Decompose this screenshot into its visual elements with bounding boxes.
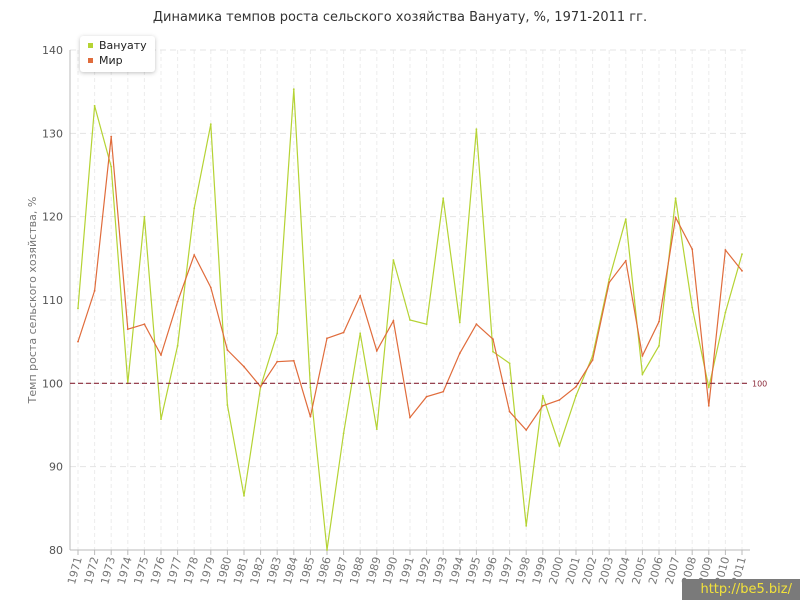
legend: Вануату Мир <box>80 36 155 72</box>
data-point <box>724 311 727 314</box>
data-point <box>475 323 478 326</box>
y-tick-label: 140 <box>42 44 63 57</box>
reference-line-label: 100 <box>752 379 767 388</box>
data-point <box>375 349 378 352</box>
data-point <box>77 307 79 310</box>
data-point <box>591 359 594 361</box>
data-point <box>691 248 694 251</box>
data-point <box>425 323 428 326</box>
data-point <box>375 428 378 431</box>
y-tick-label: 130 <box>42 127 63 140</box>
data-point <box>508 410 511 413</box>
legend-swatch-world <box>88 58 93 63</box>
data-point <box>608 278 611 281</box>
y-tick-label: 120 <box>42 211 63 224</box>
data-point <box>541 394 544 397</box>
data-point <box>492 338 494 341</box>
y-tick-label: 90 <box>49 461 63 474</box>
data-point <box>392 319 395 322</box>
data-point <box>525 524 528 527</box>
data-point <box>608 281 611 284</box>
data-point <box>409 319 411 321</box>
legend-label-world: Мир <box>99 54 123 67</box>
data-point <box>624 218 627 221</box>
data-point <box>176 344 179 347</box>
data-point <box>110 135 113 138</box>
data-point <box>492 350 494 353</box>
chart-title: Динамика темпов роста сельского хозяйств… <box>152 10 648 25</box>
data-point <box>110 165 113 168</box>
data-point <box>326 337 328 340</box>
data-point <box>442 197 445 200</box>
legend-item-world[interactable]: Мир <box>88 53 147 68</box>
data-point <box>193 207 196 210</box>
data-point <box>359 332 362 335</box>
data-point <box>442 390 445 393</box>
y-axis-title: Темп роста сельского хозяйства, % <box>26 197 39 405</box>
data-point <box>691 306 694 309</box>
data-point <box>541 404 544 407</box>
data-point <box>209 286 212 289</box>
data-point <box>193 254 196 256</box>
data-point <box>575 394 577 397</box>
data-point <box>176 300 179 303</box>
data-point <box>707 386 710 389</box>
data-point <box>292 359 295 362</box>
data-point <box>425 395 428 398</box>
y-tick-label: 110 <box>42 294 63 307</box>
legend-swatch-vanuatu <box>88 43 93 48</box>
data-point <box>259 385 262 388</box>
data-point <box>309 415 312 418</box>
data-point <box>143 215 146 218</box>
data-point <box>292 88 295 91</box>
data-point <box>558 399 561 401</box>
data-point <box>143 323 146 326</box>
data-point <box>77 340 79 343</box>
data-point <box>558 444 561 447</box>
data-point <box>276 332 279 335</box>
data-point <box>641 373 644 376</box>
data-point <box>309 386 312 389</box>
data-point <box>641 354 644 357</box>
data-point <box>409 416 411 419</box>
data-point <box>243 494 245 497</box>
data-point <box>209 123 212 126</box>
data-point <box>342 331 345 334</box>
data-point <box>674 197 677 200</box>
data-point <box>342 432 345 435</box>
data-point <box>160 354 162 356</box>
data-point <box>475 128 478 131</box>
data-point <box>458 352 461 355</box>
data-point <box>741 269 743 272</box>
data-point <box>624 259 627 262</box>
data-point <box>724 249 727 251</box>
data-point <box>359 294 362 297</box>
data-point <box>93 289 96 292</box>
data-point <box>326 549 328 551</box>
data-point <box>575 385 577 388</box>
data-point <box>658 344 660 347</box>
data-point <box>126 328 129 331</box>
data-point <box>458 321 461 324</box>
data-point <box>508 362 511 365</box>
data-point <box>226 404 229 406</box>
y-tick-label: 80 <box>49 544 63 557</box>
data-point <box>392 259 395 261</box>
data-point <box>674 216 677 219</box>
watermark-link[interactable]: http://be5.biz/ <box>682 579 800 600</box>
y-tick-label: 100 <box>42 377 63 390</box>
data-point <box>226 349 229 351</box>
data-point <box>741 253 743 256</box>
data-point <box>707 404 710 407</box>
data-point <box>243 365 245 368</box>
data-point <box>525 429 528 431</box>
legend-item-vanuatu[interactable]: Вануату <box>88 38 147 53</box>
data-point <box>658 320 660 323</box>
data-point <box>276 360 279 363</box>
legend-label-vanuatu: Вануату <box>99 39 147 52</box>
data-point <box>160 418 162 421</box>
data-point <box>93 104 96 107</box>
